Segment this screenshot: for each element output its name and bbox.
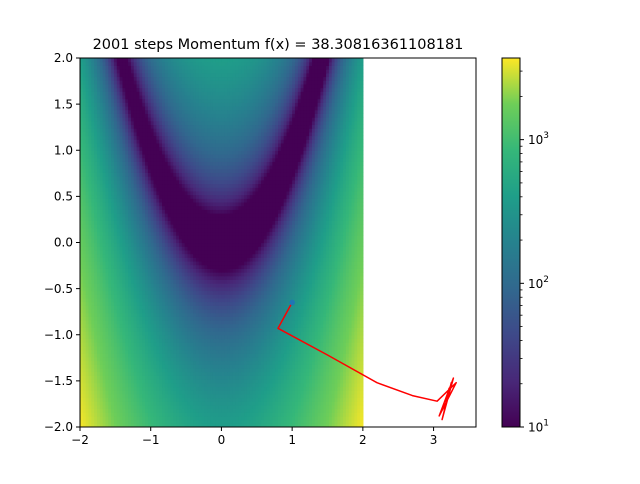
colorbar-axis: 101 102 103 <box>520 71 549 434</box>
y-tick-label: 1.0 <box>54 143 73 157</box>
x-tick-label: 1 <box>288 433 296 447</box>
colorbar <box>502 58 520 427</box>
y-axis: −2.0 −1.5 −1.0 −0.5 0.0 0.5 1.0 1.5 2.0 <box>44 51 80 434</box>
x-tick-label: 3 <box>430 433 438 447</box>
start-point <box>289 300 295 306</box>
chart-title: 2001 steps Momentum f(x) = 38.3081636110… <box>93 37 464 53</box>
heatmap <box>80 58 363 428</box>
x-tick-label: −1 <box>142 433 160 447</box>
y-tick-label: −2.0 <box>44 420 73 434</box>
y-tick-label: −0.5 <box>44 282 73 296</box>
colorbar-tick-label: 101 <box>528 419 549 435</box>
x-tick-label: 0 <box>218 433 226 447</box>
x-axis: −2 −1 0 1 2 3 <box>71 427 437 447</box>
x-tick-label: −2 <box>71 433 89 447</box>
y-tick-label: 0.0 <box>54 236 73 250</box>
y-tick-label: 2.0 <box>54 51 73 65</box>
y-tick-label: −1.0 <box>44 328 73 342</box>
colorbar-tick-label: 103 <box>528 131 549 147</box>
y-tick-label: 0.5 <box>54 190 73 204</box>
y-tick-label: −1.5 <box>44 374 73 388</box>
y-tick-label: 1.5 <box>54 97 73 111</box>
colorbar-tick-label: 102 <box>528 275 549 291</box>
x-tick-label: 2 <box>359 433 367 447</box>
